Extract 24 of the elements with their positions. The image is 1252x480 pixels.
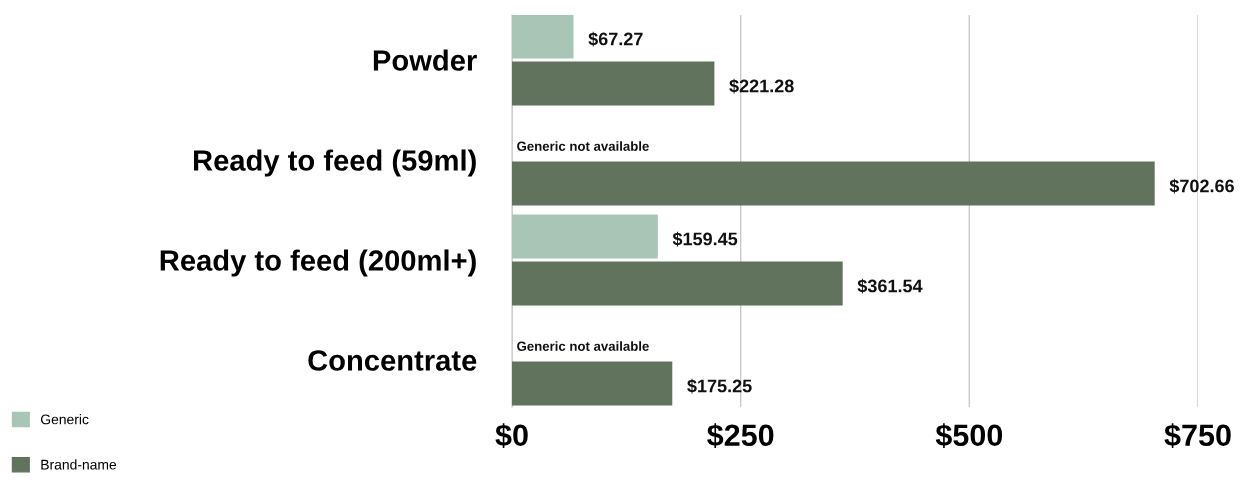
annotation: Generic not available: [517, 341, 649, 351]
annotation: Generic not available: [517, 141, 649, 151]
y-tick-label: Concentrate: [308, 350, 477, 371]
x-tick-label: $0: [495, 423, 528, 449]
y-tick-label: Ready to feed (59ml): [193, 149, 476, 177]
legend-label: Brand-name: [41, 459, 117, 470]
bar: [512, 214, 658, 259]
bar: [512, 261, 843, 306]
data-label: $67.27: [588, 31, 643, 47]
bar: [512, 161, 1155, 206]
x-tick-label: $500: [935, 423, 1003, 449]
y-tick-label: Powder: [373, 49, 477, 71]
y-tick-label: Ready to feed (200ml+): [160, 249, 476, 277]
bar: [512, 15, 574, 59]
data-label: $175.25: [687, 378, 752, 394]
legend-label: Generic: [40, 414, 89, 425]
x-tick-label: $250: [707, 423, 774, 449]
data-label: $361.54: [857, 278, 923, 294]
data-label: $221.28: [729, 78, 794, 94]
bar: [512, 361, 673, 406]
data-label: $159.45: [672, 231, 738, 247]
bar: [512, 61, 715, 106]
data-label: $702.66: [1169, 178, 1234, 194]
x-tick-label: $750: [1164, 423, 1231, 449]
